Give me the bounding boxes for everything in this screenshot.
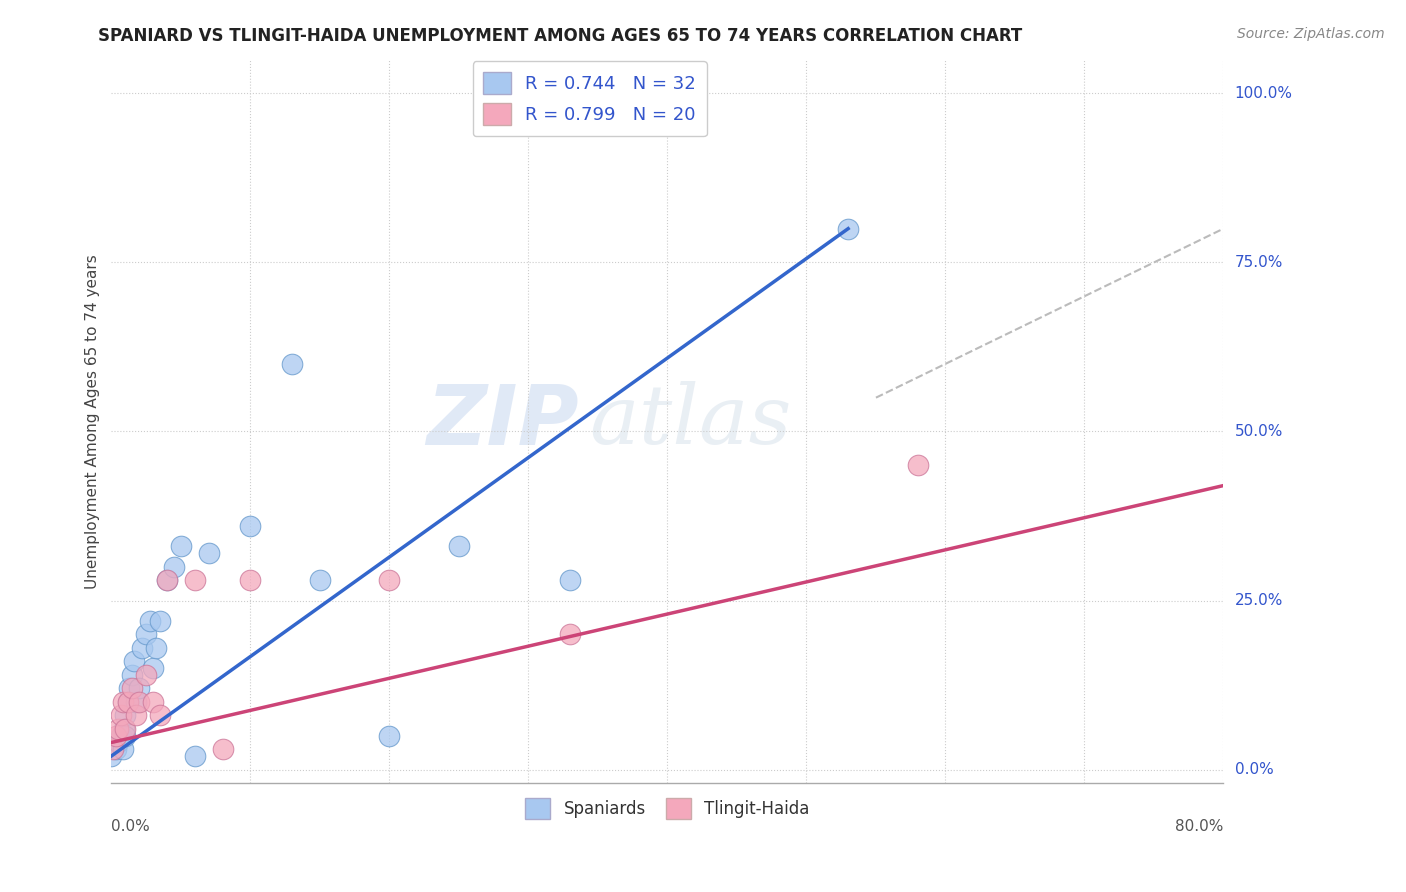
Point xyxy=(128,681,150,696)
Point xyxy=(112,722,135,736)
Point xyxy=(114,708,136,723)
Point xyxy=(107,722,129,736)
Legend: Spaniards, Tlingit-Haida: Spaniards, Tlingit-Haida xyxy=(519,792,817,825)
Point xyxy=(121,681,143,696)
Point xyxy=(101,742,124,756)
Point xyxy=(128,695,150,709)
Point xyxy=(131,640,153,655)
Text: Source: ZipAtlas.com: Source: ZipAtlas.com xyxy=(1237,27,1385,41)
Point xyxy=(378,729,401,743)
Text: 0.0%: 0.0% xyxy=(1234,762,1274,777)
Point xyxy=(239,519,262,533)
Point xyxy=(170,540,193,554)
Point xyxy=(110,729,132,743)
Text: 25.0%: 25.0% xyxy=(1234,593,1282,608)
Point xyxy=(118,681,141,696)
Text: 100.0%: 100.0% xyxy=(1234,86,1292,101)
Point xyxy=(100,749,122,764)
Point xyxy=(111,742,134,756)
Point xyxy=(149,614,172,628)
Text: 50.0%: 50.0% xyxy=(1234,424,1282,439)
Point xyxy=(184,749,207,764)
Point xyxy=(163,559,186,574)
Point xyxy=(239,573,262,587)
Point xyxy=(156,573,179,587)
Point xyxy=(211,742,233,756)
Point xyxy=(135,627,157,641)
Point xyxy=(142,695,165,709)
Point xyxy=(149,708,172,723)
Text: atlas: atlas xyxy=(589,381,792,461)
Point xyxy=(156,573,179,587)
Point xyxy=(122,654,145,668)
Text: ZIP: ZIP xyxy=(426,381,578,462)
Point xyxy=(281,357,304,371)
Y-axis label: Unemployment Among Ages 65 to 74 years: Unemployment Among Ages 65 to 74 years xyxy=(86,254,100,589)
Point xyxy=(104,742,127,756)
Point xyxy=(197,546,219,560)
Point xyxy=(117,695,139,709)
Point xyxy=(560,573,582,587)
Point xyxy=(117,695,139,709)
Point xyxy=(378,573,401,587)
Point xyxy=(139,614,162,628)
Point xyxy=(145,640,167,655)
Point xyxy=(309,573,332,587)
Text: 0.0%: 0.0% xyxy=(111,819,150,834)
Point xyxy=(107,735,129,749)
Point xyxy=(111,695,134,709)
Point xyxy=(121,668,143,682)
Point xyxy=(184,573,207,587)
Point xyxy=(114,722,136,736)
Point xyxy=(907,458,929,473)
Point xyxy=(125,695,148,709)
Point xyxy=(837,221,859,235)
Point xyxy=(110,708,132,723)
Text: SPANIARD VS TLINGIT-HAIDA UNEMPLOYMENT AMONG AGES 65 TO 74 YEARS CORRELATION CHA: SPANIARD VS TLINGIT-HAIDA UNEMPLOYMENT A… xyxy=(98,27,1022,45)
Point xyxy=(104,729,127,743)
Text: 80.0%: 80.0% xyxy=(1175,819,1223,834)
Point xyxy=(447,540,470,554)
Point xyxy=(142,661,165,675)
Point xyxy=(125,708,148,723)
Point xyxy=(114,729,136,743)
Point xyxy=(560,627,582,641)
Point xyxy=(135,668,157,682)
Text: 75.0%: 75.0% xyxy=(1234,255,1282,270)
